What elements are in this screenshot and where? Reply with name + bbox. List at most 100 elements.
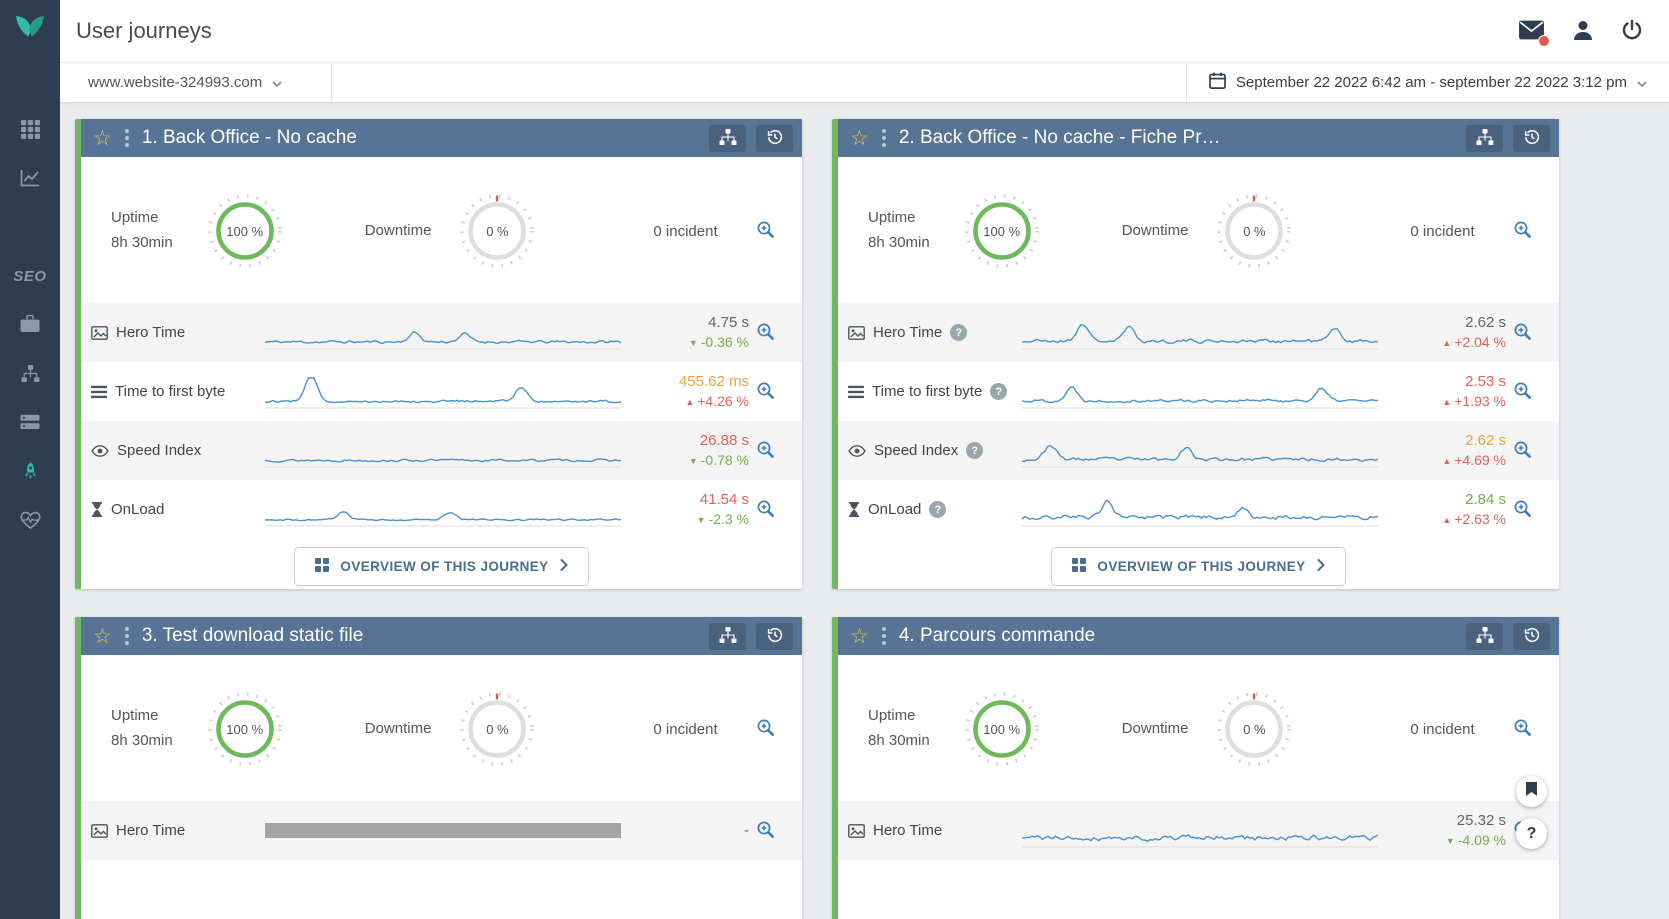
metric-delta: ▼ -2.3 %	[637, 510, 749, 530]
sidebar-item-servers[interactable]	[0, 399, 60, 448]
journey-steps-button[interactable]	[709, 622, 746, 650]
image-icon	[848, 823, 865, 838]
help-icon[interactable]: ?	[990, 383, 1008, 400]
metric-label-wrap: Hero Time	[848, 822, 1020, 839]
messages-button[interactable]	[1518, 20, 1550, 47]
zoom-in-button[interactable]	[1506, 498, 1539, 522]
journey-history-button[interactable]	[756, 124, 793, 152]
delta-text: +2.63 %	[1454, 511, 1506, 528]
favorite-star-icon[interactable]: ☆	[850, 126, 869, 150]
favorite-star-icon[interactable]: ☆	[93, 126, 112, 150]
journey-history-button[interactable]	[1513, 124, 1550, 152]
zoom-in-button[interactable]	[749, 819, 782, 843]
delta-text: +4.69 %	[1454, 452, 1506, 469]
help-icon[interactable]: ?	[966, 442, 984, 459]
sidebar-item-analytics[interactable]	[0, 155, 60, 204]
overview-button[interactable]: OVERVIEW OF THIS JOURNEY	[1051, 547, 1346, 586]
zoom-in-button[interactable]	[1506, 321, 1539, 345]
help-icon[interactable]: ?	[929, 501, 947, 518]
notification-badge	[1538, 34, 1550, 47]
logout-button[interactable]	[1621, 19, 1643, 44]
journey-steps-button[interactable]	[1466, 124, 1503, 152]
sitemap-icon	[719, 626, 737, 646]
zoom-in-button[interactable]	[749, 498, 782, 522]
magnifier-plus-icon	[755, 819, 776, 843]
bars-icon	[848, 385, 864, 399]
uptime-value: 100 %	[983, 721, 1021, 737]
zoom-in-button[interactable]	[749, 219, 782, 243]
zoom-in-button[interactable]	[1506, 439, 1539, 463]
downtime-gauge: 0 %	[459, 193, 535, 269]
downtime-gauge: 0 %	[459, 691, 535, 767]
drag-handle-icon[interactable]	[122, 127, 132, 149]
metric-sparkline	[263, 823, 637, 838]
zoom-in-button[interactable]	[749, 717, 782, 741]
help-button[interactable]: ?	[1516, 818, 1547, 849]
journey-history-button[interactable]	[756, 622, 793, 650]
magnifier-plus-icon	[1512, 717, 1533, 741]
journey-card-3: ☆ 3. Test download static file Uptime 8h…	[75, 617, 802, 919]
sidebar-item-health[interactable]	[0, 497, 60, 546]
metric-sparkline	[1020, 432, 1394, 470]
journey-steps-button[interactable]	[709, 124, 746, 152]
date-range-selector[interactable]: September 22 2022 6:42 am - september 22…	[1185, 63, 1669, 102]
downtime-value: 0 %	[486, 223, 509, 239]
metric-delta: ▼ -0.36 %	[637, 333, 749, 353]
website-selector[interactable]: www.website-324993.com	[60, 63, 332, 102]
metric-sparkline	[1020, 812, 1394, 850]
journey-card-header: ☆ 1. Back Office - No cache	[81, 119, 802, 157]
briefcase-icon	[20, 314, 40, 336]
journey-steps-button[interactable]	[1466, 622, 1503, 650]
metric-delta: ▲ +2.63 %	[1394, 510, 1506, 530]
drag-handle-icon[interactable]	[122, 625, 132, 647]
delta-arrow-icon: ▲	[1442, 338, 1452, 349]
overview-button[interactable]: OVERVIEW OF THIS JOURNEY	[294, 547, 589, 586]
metric-row: Hero Time 4.75 s ▼ -0.36 %	[81, 303, 802, 362]
delta-arrow-icon: ▲	[1442, 397, 1452, 408]
drag-handle-icon[interactable]	[879, 625, 889, 647]
metric-list: Hero Time 4.75 s ▼ -0.36 % Time to first …	[81, 303, 802, 539]
drag-handle-icon[interactable]	[879, 127, 889, 149]
zoom-in-button[interactable]	[1506, 380, 1539, 404]
sitemap-icon	[21, 364, 40, 385]
metric-label-wrap: OnLoad ?	[848, 501, 1020, 518]
hourglass-icon	[91, 502, 103, 517]
sparkline-chart	[1022, 373, 1378, 411]
journey-title: 4. Parcours commande	[898, 625, 1096, 646]
zoom-in-button[interactable]	[749, 380, 782, 404]
favorite-star-icon[interactable]: ☆	[93, 624, 112, 648]
filter-bar: www.website-324993.com September 22 2022…	[60, 62, 1669, 103]
page-title: User journeys	[76, 18, 212, 43]
journey-history-button[interactable]	[1513, 622, 1550, 650]
zoom-in-button[interactable]	[1506, 717, 1539, 741]
sidebar-spacer	[0, 204, 60, 252]
chevron-right-icon	[1317, 559, 1325, 574]
power-icon	[1621, 19, 1643, 44]
metric-label: OnLoad	[868, 501, 922, 518]
app-logo[interactable]	[0, 0, 60, 62]
sidebar-item-seo[interactable]: SEO	[0, 252, 60, 301]
date-range-value: September 22 2022 6:42 am - september 22…	[1235, 74, 1627, 91]
server-icon	[20, 414, 40, 433]
sidebar-item-dashboard[interactable]	[0, 106, 60, 155]
gauge-dial	[965, 194, 1039, 268]
sparkline-chart	[1022, 432, 1378, 470]
main-column: User journeys	[60, 0, 1669, 919]
uptime-duration: 8h 30min	[111, 732, 173, 749]
help-icon[interactable]: ?	[950, 324, 968, 341]
metric-values: 4.75 s ▼ -0.36 %	[637, 312, 749, 353]
favorite-star-icon[interactable]: ☆	[850, 624, 869, 648]
bookmark-button[interactable]	[1516, 776, 1547, 807]
incident-count: 0 incident	[1410, 720, 1475, 738]
uptime-duration: 8h 30min	[111, 234, 173, 251]
zoom-in-button[interactable]	[749, 321, 782, 345]
zoom-in-button[interactable]	[1506, 219, 1539, 243]
sidebar-item-business[interactable]	[0, 301, 60, 350]
account-button[interactable]	[1572, 19, 1594, 44]
metric-label-wrap: Speed Index ?	[848, 442, 1020, 459]
sidebar-item-scenarios[interactable]	[0, 350, 60, 399]
delta-arrow-icon: ▲	[1442, 456, 1452, 467]
zoom-in-button[interactable]	[749, 439, 782, 463]
sidebar-item-user-journeys[interactable]	[0, 448, 60, 497]
